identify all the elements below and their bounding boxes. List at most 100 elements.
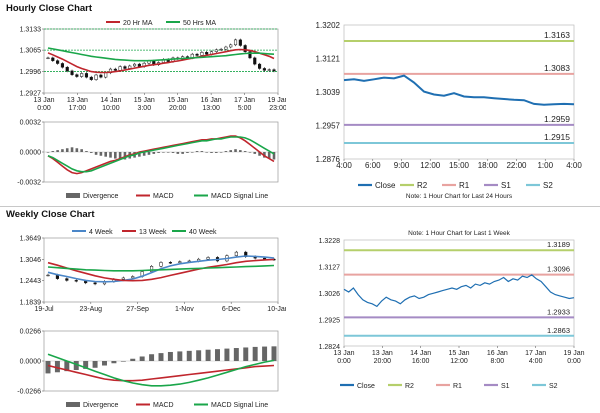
weekly-macd-divergence-bar [149, 354, 155, 361]
weekly-main-legend-label: 40 Week [189, 229, 217, 236]
hourly-main-x-tick: 14 Jan 10:00 [100, 97, 121, 112]
hourly-macd-divergence-bar [253, 152, 257, 154]
hourly-macd-divergence-bar [94, 152, 98, 155]
hourly-main-candle-body [56, 60, 60, 64]
weekly-pivot-x-tick: 13 Jan 20:00 [372, 350, 393, 365]
hourly-pivot-legend-label: S1 [501, 181, 511, 190]
hourly-macd-divergence-bar [80, 149, 83, 152]
hourly-macd-divergence-bar [157, 152, 160, 153]
hourly-main-candle-body [214, 49, 218, 52]
hourly-macd-divergence-bar [171, 152, 175, 153]
hourly-macd-divergence-bar [109, 152, 112, 158]
weekly-pivot-note: Note: 1 Hour Chart for Last 1 Week [408, 230, 511, 237]
weekly-main-y-tick: 1.3649 [20, 236, 42, 243]
weekly-macd-divergence-bar [92, 361, 98, 368]
weekly-main-wk40-line [47, 264, 275, 272]
hourly-pivot-r2-label: 1.3163 [544, 30, 570, 40]
hourly-main-candle-body [113, 68, 117, 71]
weekly-pivot-close-line [343, 274, 575, 308]
hourly-pivot-x-tick: 4:00 [336, 161, 352, 170]
weekly-main-chart: 4 Week 13 Week 40 Week 1.3649 1.3046 1.2443 1.… [6, 226, 286, 327]
hourly-main-x-tick: 19 Jan23:00 [267, 97, 286, 112]
weekly-main-candle-body [150, 266, 154, 272]
hourly-main-candle-body [75, 74, 79, 77]
weekly-pivot-x-tick: 13 Jan 0:00 [333, 350, 354, 365]
hourly-main-x-tick: 17 Jan 5:00 [234, 97, 255, 112]
weekly-pivot-s2-label: 1.2863 [547, 326, 570, 335]
hourly-main-candle-body [205, 52, 209, 55]
weekly-main-candle-body [159, 262, 163, 267]
hourly-macd-divergence-bar [224, 151, 228, 152]
hourly-pivot-y-tick: 1.2876 [316, 155, 341, 164]
hourly-main-y-tick: 1.2996 [20, 69, 42, 76]
weekly-macd-divergence-bar [54, 361, 60, 373]
hourly-macd-divergence-bar [229, 150, 233, 152]
hourly-main-candle-body [258, 63, 262, 69]
weekly-pivot-x-tick: 19 Jan 0:00 [563, 350, 584, 365]
hourly-main-legend-label: 50 Hrs MA [183, 20, 216, 27]
weekly-pivot-y-tick: 1.3026 [319, 291, 341, 298]
hourly-macd-divergence-bar [138, 152, 141, 157]
weekly-pivot-x-tick: 15 Jan 12:00 [448, 350, 469, 365]
hourly-main-candle-body [99, 74, 103, 78]
hourly-macd-divergence-bar [186, 152, 189, 153]
weekly-macd-legend-label: Divergence [83, 402, 119, 409]
hourly-main-x-tick: 13 Jan 17:00 [67, 97, 88, 112]
hourly-main-candle-body [123, 66, 127, 69]
hourly-macd-divergence-bar [190, 152, 194, 153]
hourly-pivot-x-tick: 1:00 [537, 161, 553, 170]
hourly-main-candle-body [118, 66, 122, 71]
hourly-main-x-tick: 15 Jan 3:00 [134, 97, 155, 112]
hourly-pivot-x-tick: 15:00 [449, 161, 470, 170]
weekly-macd-divergence-bar [83, 361, 89, 369]
hourly-macd-divergence-bar [205, 152, 208, 153]
weekly-pivot-x-tick: 17 Jan 4:00 [525, 350, 546, 365]
weekly-macd-divergence-bar [102, 361, 107, 366]
weekly-main-candle-body [206, 257, 210, 260]
hourly-macd-divergence-bar [234, 149, 237, 152]
hourly-macd-divergence-bar [243, 151, 247, 152]
weekly-pivot-y-tick: 1.3127 [319, 265, 341, 272]
hourly-main-candle-body [272, 69, 276, 72]
hourly-pivot-y-tick: 1.3039 [316, 88, 341, 97]
section-divider [0, 206, 600, 207]
weekly-main-candle-body [263, 257, 267, 260]
weekly-main-x-tick: 19-Jul [34, 306, 54, 313]
hourly-pivot-y-tick: 1.2957 [316, 122, 341, 131]
weekly-main-x-tick: 10-Jan [267, 306, 286, 313]
weekly-pivot-legend-label: S1 [501, 383, 510, 390]
weekly-pivot-legend-label: R2 [405, 383, 414, 390]
weekly-main-y-tick: 1.1839 [20, 300, 42, 307]
hourly-section-title: Hourly Close Chart [6, 3, 93, 14]
hourly-main-candle-body [84, 73, 89, 78]
hourly-main-y-tick: 1.2927 [20, 91, 42, 98]
hourly-main-candle-body [128, 65, 132, 69]
weekly-main-candle-body [65, 278, 69, 281]
hourly-pivot-legend-label: R2 [417, 181, 428, 190]
weekly-macd-divergence-bar [111, 361, 117, 364]
hourly-main-x-tick: 13 Jan 0:00 [33, 97, 54, 112]
hourly-pivot-s1-label: 1.2959 [544, 114, 570, 124]
hourly-macd-divergence-bar [210, 152, 213, 153]
hourly-macd-divergence-bar [56, 150, 59, 152]
weekly-main-candle-body [178, 261, 182, 263]
weekly-main-x-tick: 23-Aug [80, 306, 103, 313]
hourly-pivot-close-line [343, 74, 575, 106]
hourly-macd-divergence-bar [51, 151, 55, 152]
weekly-pivot-chart: 1.3228 1.3127 1.3026 1.2925 1.2824 1.3189 1.30… [300, 226, 594, 412]
hourly-macd-divergence-bar [142, 152, 146, 156]
hourly-main-candle-body [233, 39, 238, 46]
hourly-macd-divergence-bar [104, 152, 107, 157]
hourly-main-ma20-line [47, 48, 275, 74]
hourly-pivot-chart: 1.3202 1.3121 1.3039 1.2957 1.2876 1.3163 1.30… [300, 17, 594, 203]
weekly-pivot-legend-label: S2 [549, 383, 558, 390]
hourly-main-candle-body [219, 48, 223, 51]
hourly-pivot-y-tick: 1.3202 [316, 21, 341, 30]
weekly-macd-divergence-bar [177, 351, 183, 361]
hourly-macd-divergence-bar [200, 151, 204, 152]
weekly-pivot-x-tick: 14 Jan 16:00 [410, 350, 431, 365]
weekly-macd-divergence-bar [158, 353, 164, 361]
hourly-main-candle-body [70, 70, 74, 75]
hourly-main-candle-body [137, 63, 141, 67]
hourly-macd-divergence-bar [258, 152, 261, 156]
